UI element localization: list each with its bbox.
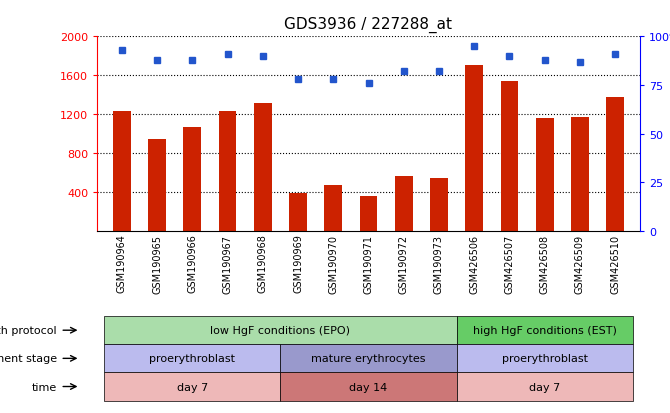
Title: GDS3936 / 227288_at: GDS3936 / 227288_at bbox=[285, 17, 452, 33]
Bar bbox=[113, 112, 131, 231]
Bar bbox=[500, 82, 519, 231]
Text: day 7: day 7 bbox=[529, 382, 560, 392]
Bar bbox=[430, 179, 448, 231]
Bar bbox=[289, 193, 307, 231]
Bar bbox=[395, 177, 413, 231]
Bar bbox=[218, 112, 237, 231]
Text: mature erythrocytes: mature erythrocytes bbox=[312, 354, 425, 363]
Text: high HgF conditions (EST): high HgF conditions (EST) bbox=[473, 325, 616, 335]
Bar bbox=[148, 140, 166, 231]
Text: proerythroblast: proerythroblast bbox=[149, 354, 235, 363]
Text: low HgF conditions (EPO): low HgF conditions (EPO) bbox=[210, 325, 350, 335]
Bar bbox=[184, 128, 201, 231]
Bar bbox=[536, 119, 553, 231]
Text: proerythroblast: proerythroblast bbox=[502, 354, 588, 363]
Text: development stage: development stage bbox=[0, 354, 57, 363]
Bar bbox=[324, 186, 342, 231]
Bar bbox=[571, 117, 589, 231]
Text: growth protocol: growth protocol bbox=[0, 325, 57, 335]
Bar bbox=[360, 196, 377, 231]
Bar bbox=[466, 66, 483, 231]
Bar bbox=[254, 104, 271, 231]
Bar bbox=[606, 97, 624, 231]
Text: time: time bbox=[31, 382, 57, 392]
Text: day 14: day 14 bbox=[349, 382, 388, 392]
Text: day 7: day 7 bbox=[177, 382, 208, 392]
